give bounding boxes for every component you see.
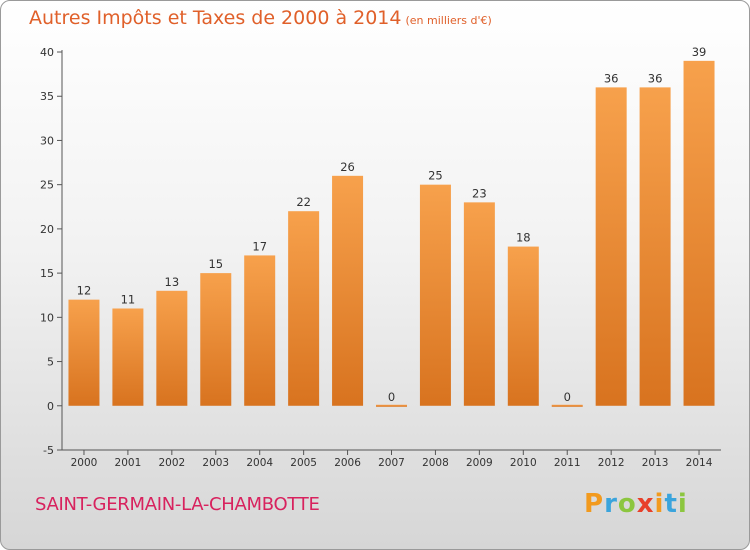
y-tick-label: 35	[40, 90, 54, 103]
x-tick-label: 2013	[642, 457, 669, 469]
y-tick-label: 30	[40, 134, 54, 147]
x-tick-label: 2014	[686, 457, 713, 469]
bar	[112, 308, 144, 406]
y-tick-label: 25	[40, 179, 54, 192]
x-tick-label: 2003	[202, 457, 229, 469]
x-tick-label: 2005	[290, 457, 317, 469]
x-tick-label: 2001	[115, 457, 142, 469]
data-label: 39	[692, 45, 707, 59]
data-label: 15	[208, 257, 223, 271]
bar	[332, 175, 364, 406]
x-tick-label: 2008	[422, 457, 449, 469]
logo-letter: i	[654, 489, 665, 519]
bar	[200, 273, 232, 406]
data-label: 25	[428, 169, 443, 183]
x-tick-label: 2004	[246, 457, 273, 469]
bar	[244, 255, 276, 406]
proxiti-logo[interactable]: Proxiti	[584, 489, 688, 519]
bar	[376, 404, 407, 407]
logo-letter: t	[664, 489, 678, 519]
bar	[419, 184, 451, 406]
y-tick-label: 0	[47, 400, 54, 413]
y-tick-label: 20	[40, 223, 54, 236]
y-tick-label: 10	[40, 311, 54, 324]
bar	[551, 404, 583, 407]
data-label: 23	[472, 186, 487, 200]
x-tick-label: 2006	[334, 457, 361, 469]
logo-letter: x	[636, 489, 655, 519]
bar	[683, 60, 715, 406]
bar	[463, 202, 495, 406]
data-label: 12	[77, 284, 92, 298]
bar	[156, 290, 188, 406]
bar	[595, 87, 627, 406]
logo-letter: i	[677, 489, 688, 519]
y-tick-label: 5	[47, 356, 54, 369]
data-label: 11	[121, 292, 136, 306]
bar	[68, 299, 100, 406]
y-tick-label: 15	[40, 267, 54, 280]
x-tick-label: 2007	[378, 457, 405, 469]
x-tick-label: 2010	[510, 457, 537, 469]
data-label: 36	[648, 71, 663, 85]
commune-name: SAINT-GERMAIN-LA-CHAMBOTTE	[35, 494, 320, 515]
bar	[507, 246, 539, 406]
x-tick-label: 2011	[554, 457, 581, 469]
logo-letter: P	[584, 489, 605, 519]
x-tick-label: 2012	[598, 457, 625, 469]
bar	[288, 211, 320, 406]
y-tick-label: -5	[43, 444, 54, 457]
y-tick-label: 40	[40, 46, 54, 59]
data-label: 0	[388, 390, 395, 404]
data-label: 13	[165, 275, 180, 289]
x-tick-label: 2000	[71, 457, 98, 469]
bar	[639, 87, 671, 406]
data-label: 22	[296, 195, 311, 209]
data-label: 18	[516, 231, 531, 245]
logo-letter: r	[604, 489, 618, 519]
data-label: 0	[564, 390, 571, 404]
x-tick-label: 2002	[158, 457, 185, 469]
data-label: 36	[604, 71, 619, 85]
data-label: 17	[252, 239, 267, 253]
chart-subtitle: (en milliers d'€)	[405, 14, 492, 27]
x-tick-label: 2009	[466, 457, 493, 469]
chart-title: Autres Impôts et Taxes de 2000 à 2014 (en…	[29, 7, 492, 29]
data-label: 26	[340, 160, 355, 174]
logo-letter: o	[617, 489, 637, 519]
